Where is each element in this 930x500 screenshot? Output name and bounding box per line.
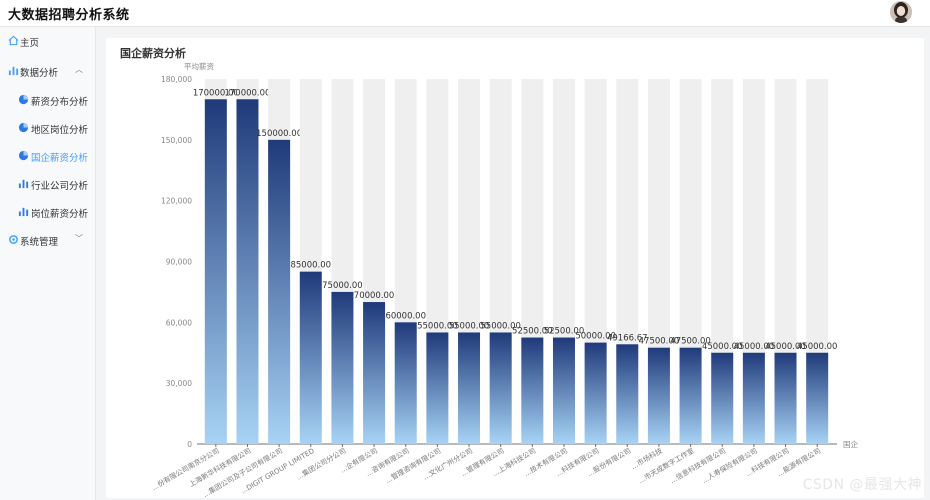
top-bar: 大数据招聘分析系统 [0,0,930,27]
bar [204,99,227,445]
data-label: 47500.00 [670,337,711,347]
y-tick-label: 90,000 [166,258,192,267]
bar [394,322,417,444]
sidebar-item-label: 主页 [20,38,40,49]
data-label: 52500.00 [512,327,553,337]
y-tick-label: 120,000 [161,197,192,206]
data-label: 50000.00 [575,332,616,342]
sidebar-item-soe-salary[interactable]: 国企薪资分析 [0,144,95,168]
data-label: 60000.00 [385,311,426,321]
chart-panel: 0 30,000 60,000 90,000 120,000 150,000 180,000… [106,38,924,498]
bar [552,337,575,444]
sidebar-item-label: 岗位薪资分析 [31,209,89,220]
bar [584,342,607,444]
x-tick-label: ...信息科技有限公司 [668,446,727,485]
bar [268,139,291,444]
data-label: 45000.00 [734,342,775,352]
data-label: 55000.00 [417,321,458,331]
sidebar-group-data-analysis[interactable]: 数据分析 ︿ [0,59,95,83]
user-avatar[interactable] [890,1,912,23]
data-label: 55000.00 [449,321,490,331]
bar [489,332,512,444]
y-tick-label: 60,000 [166,318,192,327]
data-label: 55000.00 [480,321,521,331]
data-label: 85000.00 [290,261,331,271]
data-label: 75000.00 [322,281,363,291]
bar [774,352,797,444]
bar-chart-icon [18,179,29,189]
pie-chart-icon [18,150,29,161]
y-tick-label: 0 [187,440,192,449]
bar [331,291,354,444]
sidebar-group-label: 数据分析 [20,68,59,79]
pie-chart-icon [18,94,29,105]
sidebar-item-salary-distribution[interactable]: 薪资分布分析 [0,88,95,112]
bar [521,337,544,444]
sidebar-item-job-salary[interactable]: 岗位薪资分析 [0,200,95,224]
y-axis-title: 平均薪资 [184,61,214,71]
sidebar-item-label: 薪资分布分析 [31,97,89,108]
avatar-icon [890,1,912,23]
panel-title: 国企薪资分析 [120,47,186,60]
sidebar-item-industry-company[interactable]: 行业公司分析 [0,172,95,196]
bar [363,302,386,444]
sidebar-item-region-jobs[interactable]: 地区岗位分析 [0,116,95,140]
data-label: 45000.00 [702,342,743,352]
data-label: 52500.00 [544,327,585,337]
y-tick-label: 150,000 [161,136,192,145]
bar [426,332,449,444]
bar [616,344,639,444]
x-axis-title: 国企 [843,439,858,449]
bar [236,99,259,445]
bar [711,352,734,444]
x-tick-label: ...管理咨询有限公司 [384,446,443,485]
data-label: 45000.00 [797,342,838,352]
sidebar-group-system[interactable]: 系统管理 ﹀ [0,228,95,252]
x-tick-label: ...人寿保险有限公司 [700,446,759,485]
sidebar-item-label: 行业公司分析 [31,181,89,192]
data-label: 170000.00 [193,88,239,98]
data-label: 150000.00 [256,129,302,139]
y-tick-label: 30,000 [166,379,192,388]
bar [299,271,322,444]
data-label: 45000.00 [765,342,806,352]
home-icon [8,35,19,46]
bar [679,347,702,444]
salary-bar-chart: 0 30,000 60,000 90,000 120,000 150,000 180,000… [150,61,859,498]
data-label: 47500.00 [639,337,680,347]
sidebar-item-label: 国企薪资分析 [31,153,89,164]
y-tick-label: 180,000 [161,75,192,84]
bar [742,352,765,444]
pie-chart-icon [18,122,29,133]
bar-chart-icon [8,66,19,76]
gear-icon [9,235,18,244]
data-label: 170000.00 [224,88,270,98]
x-tick-label: ...市天成数字工作室 [637,446,696,485]
chevron-down-icon: ﹀ [75,234,83,243]
sidebar-group-label: 系统管理 [20,237,59,248]
chevron-up-icon: ︿ [75,65,83,74]
sidebar-item-label: 地区岗位分析 [31,125,89,136]
app-title: 大数据招聘分析系统 [8,8,130,23]
bar [806,352,829,444]
data-label: 49166.67 [607,333,648,343]
sidebar-item-home[interactable]: 主页 [0,29,95,53]
bar [647,347,670,444]
sidebar: 主页 数据分析 ︿ 薪资分布分析 地区岗位分析 国企薪资分析 行业公司分析 岗位… [0,27,96,500]
data-label: 70000.00 [354,291,395,301]
watermark: CSDN @最强大神 [802,477,922,493]
bar [458,332,481,444]
bar-chart-icon [18,207,29,217]
